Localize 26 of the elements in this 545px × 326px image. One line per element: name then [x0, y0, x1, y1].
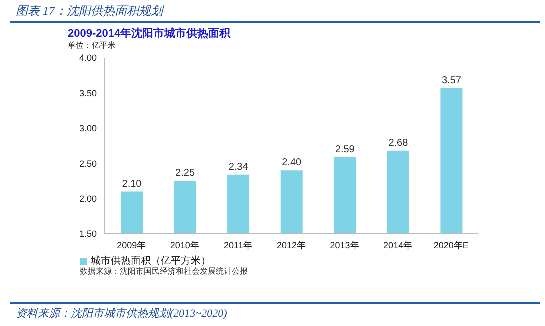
y-tick-label: 2.50 — [79, 158, 97, 169]
x-tick-label: 2009年 — [117, 240, 146, 250]
source-note: 数据来源：沈阳市国民经济和社会发展统计公报 — [80, 266, 248, 277]
x-tick-label: 2020年E — [434, 240, 469, 250]
y-tick-label: 3.00 — [79, 124, 97, 134]
y-tick-label: 4.00 — [79, 53, 97, 64]
data-label: 2.40 — [282, 158, 302, 169]
y-tick-label: 3.50 — [79, 88, 97, 98]
data-label: 2.68 — [388, 138, 409, 149]
x-tick-label: 2012年 — [276, 240, 306, 250]
data-label: 3.57 — [442, 75, 462, 86]
data-label: 2.59 — [335, 144, 356, 156]
x-tick-label: 2011年 — [224, 240, 252, 250]
data-label: 2.10 — [122, 178, 142, 190]
chart-subtitle: 2009-2014年沈阳市城市供热面积 — [68, 26, 231, 41]
y-axis-title: 单位：亿平米 — [68, 40, 116, 51]
chart-title: 图表 17：沈阳供热面积规划 — [16, 3, 163, 20]
y-tick-label: 1.50 — [79, 229, 97, 240]
x-tick-label: 2010年 — [170, 240, 200, 250]
data-label: 2.34 — [228, 162, 249, 173]
text: 资料来源：沈阳市城市供热规划(2013~2020) — [16, 306, 228, 321]
data-label: 2.25 — [176, 168, 196, 180]
x-tick-label: 2013年 — [330, 240, 360, 250]
y-tick-label: 2.00 — [79, 194, 97, 204]
legend-label: 城市供热面积（亿平方米） — [91, 256, 211, 267]
x-tick-label: 2014年 — [384, 240, 413, 250]
